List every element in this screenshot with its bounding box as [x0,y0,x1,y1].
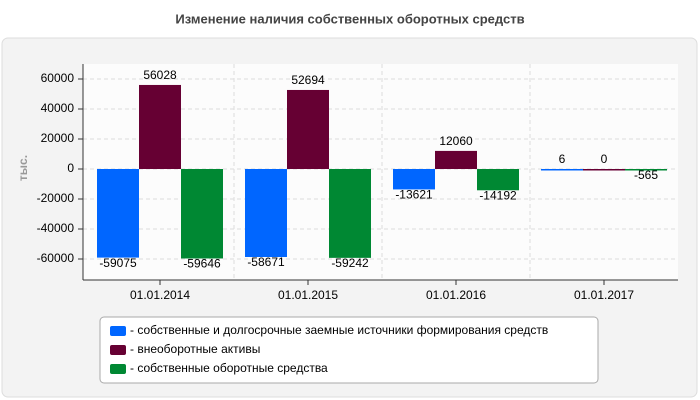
y-tick-label: 0 [67,161,74,175]
bar [97,169,139,258]
bar [181,169,223,259]
y-tick-label: -60000 [37,251,75,265]
x-tick-label: 01.01.2017 [574,288,634,302]
bar [245,169,287,258]
legend-label: - собственные оборотные средства [130,361,328,375]
bar [139,84,181,169]
legend [99,316,599,384]
bar [541,168,583,171]
y-axis-label: тыс. [16,155,30,181]
bar [435,150,477,169]
bar [477,169,519,191]
chart-title: Изменение наличия собственных оборотных … [175,11,524,26]
legend-swatch [110,326,126,336]
x-tick-label: 01.01.2016 [426,288,486,302]
bar [393,169,435,190]
bar [287,89,329,169]
legend-swatch [110,345,126,355]
y-tick-label: -20000 [37,191,75,205]
legend-swatch [110,364,126,374]
value-label: -13621 [395,188,433,202]
value-label: 52694 [291,73,325,87]
value-label: 0 [601,152,608,166]
value-label: -59242 [331,256,369,270]
value-label: -59646 [183,257,221,271]
bar [329,169,371,258]
x-tick-label: 01.01.2015 [278,288,338,302]
bar [625,169,667,171]
value-label: -565 [634,168,658,182]
value-label: 6 [559,152,566,166]
legend-label: - внеоборотные активы [130,342,260,356]
y-tick-label: -40000 [37,221,75,235]
bar [583,169,625,171]
legend-label: - собственные и долгосрочные заемные ист… [130,323,548,337]
x-tick-label: 01.01.2014 [130,288,190,302]
value-label: -14192 [479,188,517,202]
value-label: 12060 [439,134,473,148]
value-label: -59075 [99,256,137,270]
y-tick-label: 40000 [41,101,75,115]
y-tick-label: 20000 [41,131,75,145]
value-label: -58671 [247,255,285,269]
y-tick-label: 60000 [41,71,75,85]
value-label: 56028 [143,68,177,82]
